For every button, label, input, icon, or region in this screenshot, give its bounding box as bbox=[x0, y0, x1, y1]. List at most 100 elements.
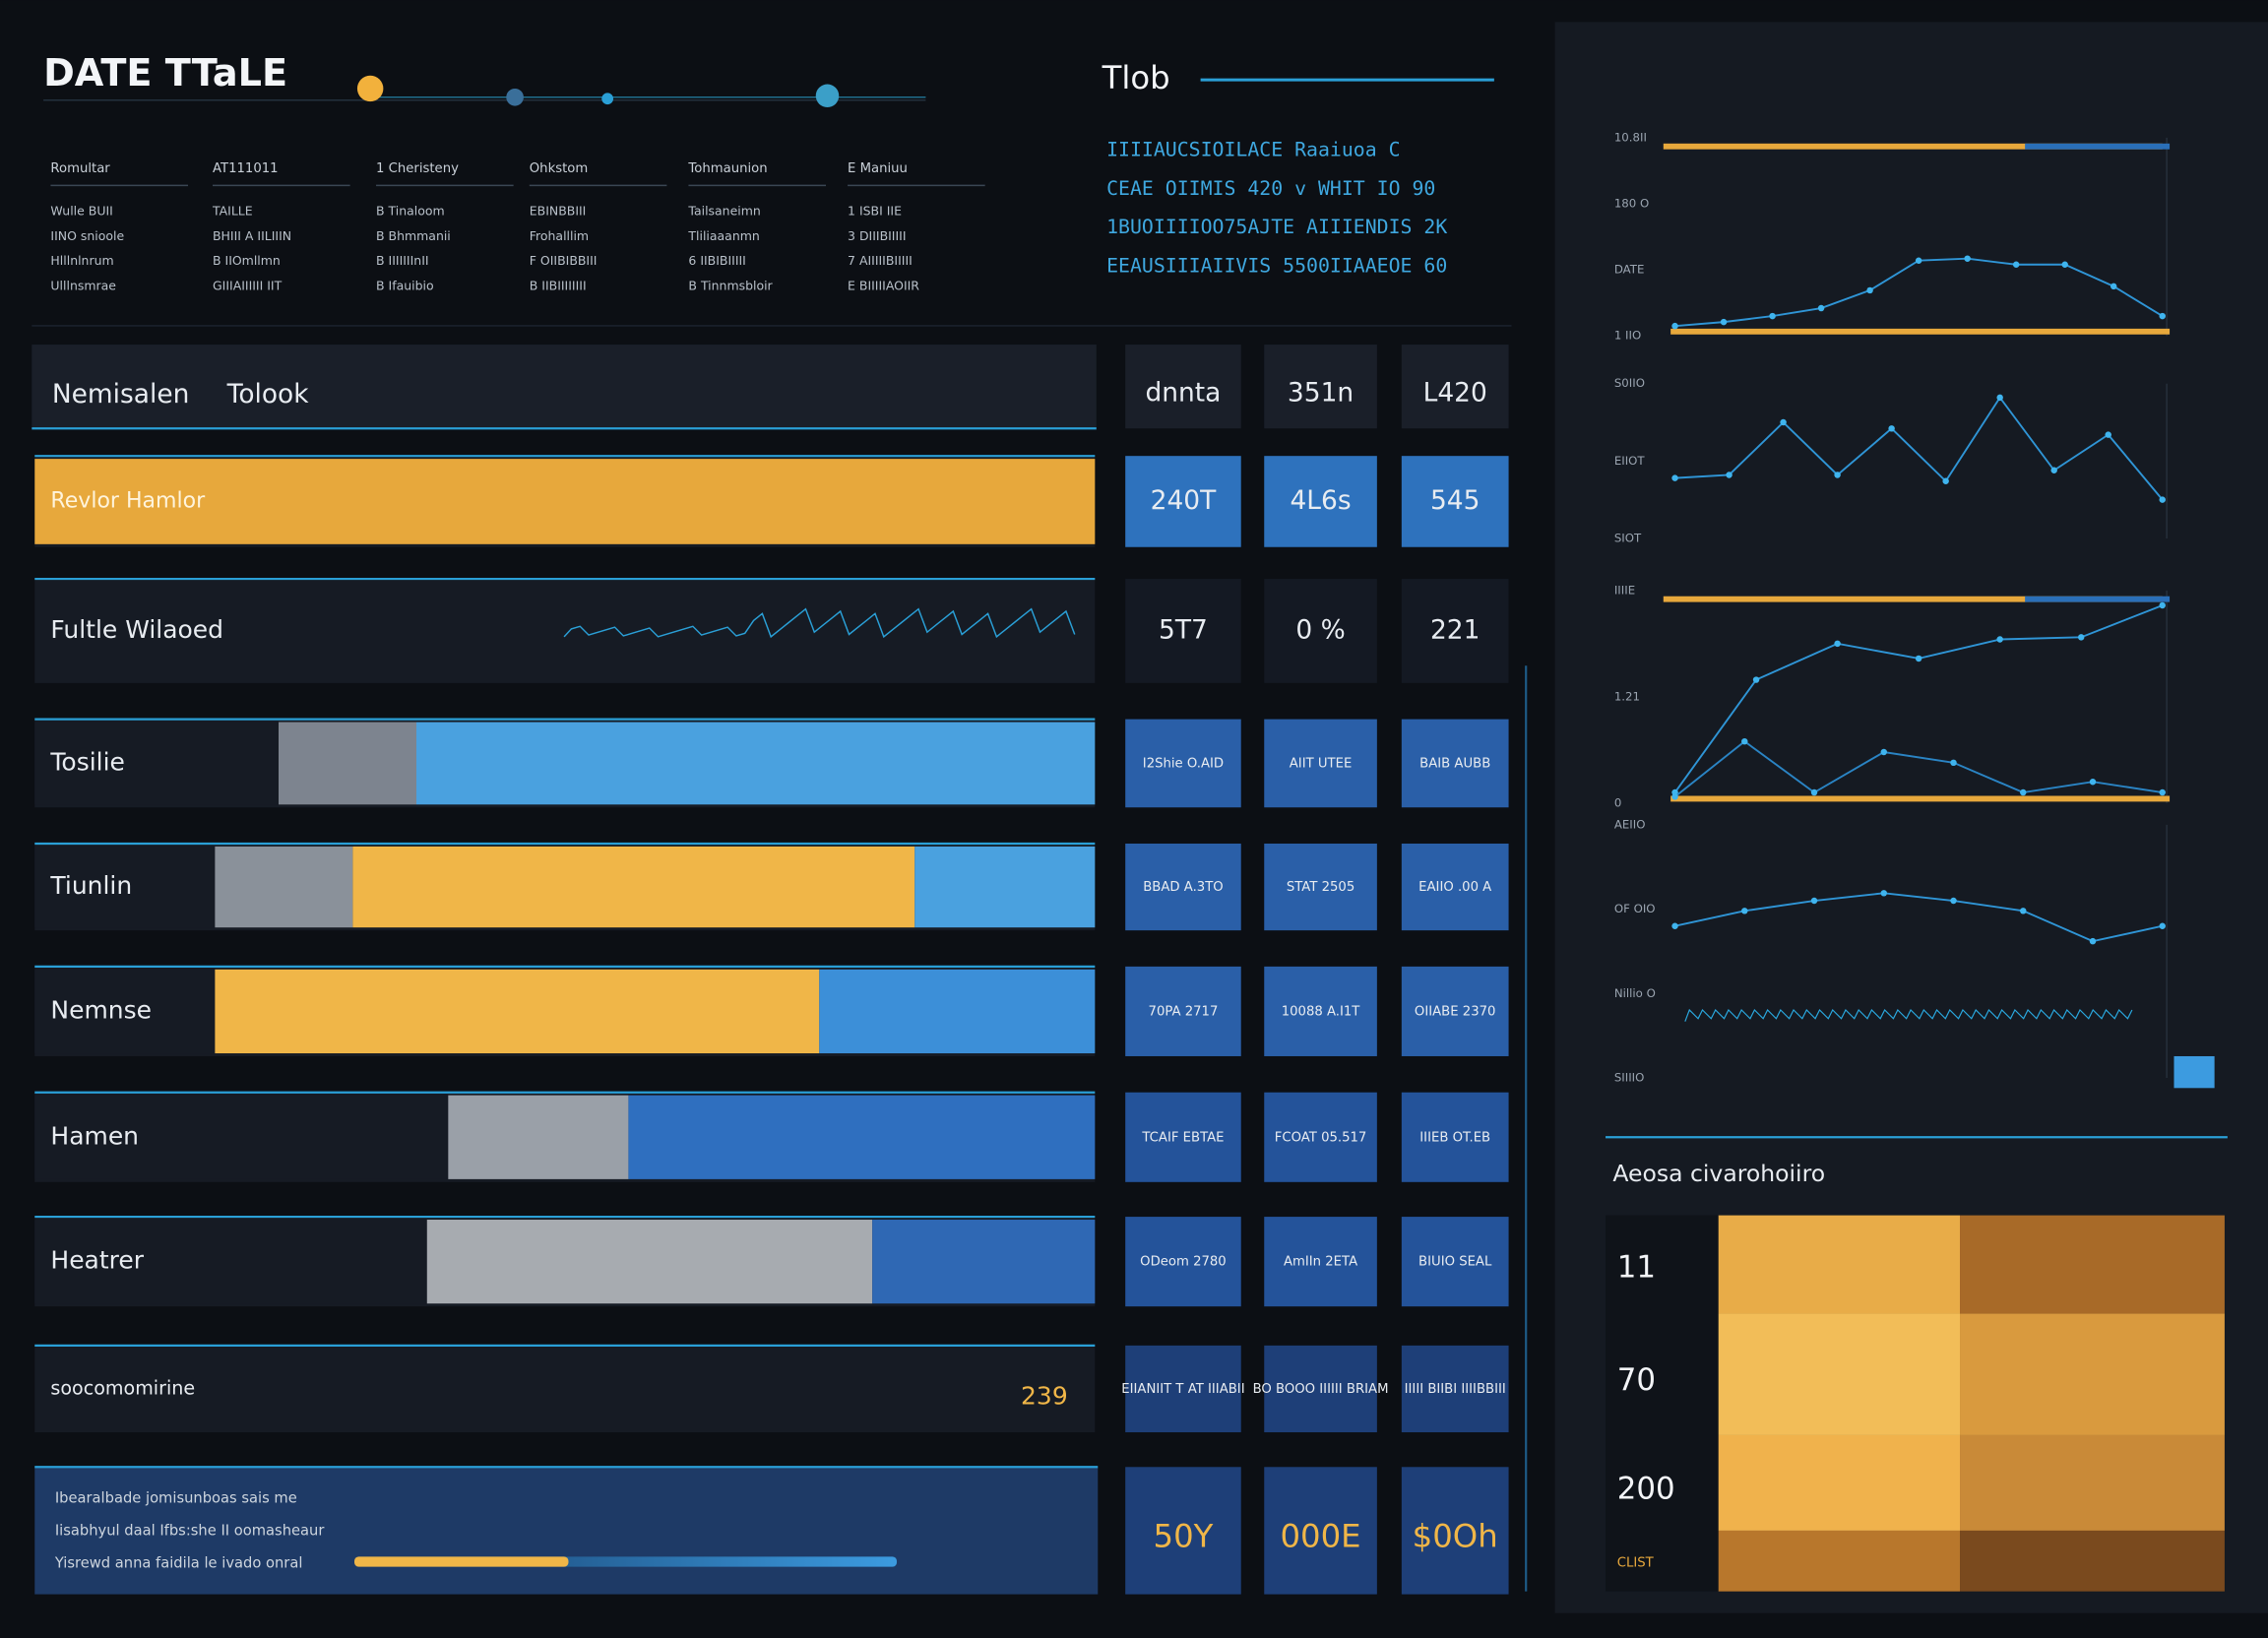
value-cell bbox=[1125, 719, 1241, 808]
info-cell: EBINBBIII bbox=[530, 203, 587, 218]
axis-label: SIOT bbox=[1614, 531, 1642, 544]
point bbox=[1671, 322, 1678, 330]
bar-segment bbox=[872, 1220, 1096, 1304]
subtitle: Tlob bbox=[1102, 59, 1170, 96]
value-cell bbox=[1264, 719, 1377, 808]
value-cell bbox=[1125, 1217, 1241, 1307]
bar-segment bbox=[34, 722, 279, 805]
value-cell bbox=[1401, 456, 1509, 547]
point bbox=[2050, 467, 2057, 473]
point bbox=[2077, 634, 2085, 641]
row-background bbox=[34, 579, 1096, 683]
info-cell: F OIIBIBBIII bbox=[530, 253, 598, 268]
value-cell bbox=[1125, 843, 1241, 931]
summary-cell bbox=[1960, 1530, 2225, 1592]
value-cell bbox=[1125, 1092, 1241, 1182]
point bbox=[2012, 261, 2020, 268]
point bbox=[2159, 496, 2166, 503]
summary-cell bbox=[1718, 1215, 1961, 1314]
bar-segment bbox=[448, 1095, 629, 1179]
footer-line: Iisabhyul daal Ifbs:she II oomasheaur bbox=[55, 1523, 326, 1540]
header-cell-label: L420 bbox=[1423, 377, 1487, 408]
value-cell-text: ODeom 2780 bbox=[1140, 1255, 1227, 1270]
code-line: IIIIAUCSIOILACE Raaiuoa C bbox=[1106, 139, 1400, 161]
header-cell bbox=[1125, 345, 1241, 429]
point bbox=[1834, 640, 1841, 648]
summary-label: 70 bbox=[1617, 1362, 1656, 1398]
value-cell bbox=[1264, 843, 1377, 931]
row-note: 239 bbox=[1021, 1382, 1068, 1411]
value-cell-text: BAIB AUBB bbox=[1419, 756, 1490, 771]
info-cell: BHIII A IILIIIN bbox=[213, 228, 291, 243]
info-cell: Tailsaneimn bbox=[687, 203, 760, 218]
value-cell bbox=[1264, 1217, 1377, 1307]
info-cell: Frohalllim bbox=[530, 228, 589, 243]
row-label: Tiunlin bbox=[49, 871, 132, 900]
point bbox=[1671, 474, 1678, 481]
value-cell bbox=[1264, 579, 1377, 683]
footer-panel bbox=[34, 1467, 1099, 1595]
value-cell-text: FCOAT 05.517 bbox=[1275, 1130, 1367, 1145]
code-line: CEAE OIIMIS 420 v WHIT IO 90 bbox=[1106, 177, 1435, 200]
axis-label: Nillio O bbox=[1614, 986, 1656, 1000]
value-cell bbox=[1125, 1467, 1241, 1595]
bar-segment bbox=[34, 1095, 449, 1179]
point bbox=[2105, 431, 2111, 438]
title: DATE TTaLE bbox=[43, 52, 287, 95]
point bbox=[2159, 601, 2166, 609]
info-cell: B Bhmmanii bbox=[376, 228, 451, 243]
value-cell-text: OIIABE 2370 bbox=[1415, 1004, 1496, 1019]
info-column-header: Ohkstom bbox=[530, 161, 588, 176]
value-cell bbox=[1401, 719, 1509, 808]
info-cell: 6 IIBIBIIIII bbox=[688, 253, 745, 268]
point bbox=[1780, 418, 1787, 426]
info-column-header: Romultar bbox=[50, 161, 110, 176]
point bbox=[1671, 922, 1678, 929]
value-cell-text: TCAIF EBTAE bbox=[1141, 1130, 1224, 1145]
axis-label: SIIIIO bbox=[1614, 1071, 1645, 1085]
value-cell-text: 70PA 2717 bbox=[1149, 1004, 1219, 1019]
table-header-label: Nemisalen bbox=[52, 379, 189, 410]
noise-trace bbox=[1684, 1008, 2133, 1022]
axis-label: S0IIO bbox=[1614, 376, 1645, 390]
bar-segment bbox=[819, 969, 1096, 1054]
value-cell bbox=[1264, 966, 1377, 1056]
value-cell-text: IIIII BIIBI IIIIBBIII bbox=[1405, 1382, 1506, 1397]
line-series bbox=[1674, 396, 2164, 501]
axis-label: 0 bbox=[1614, 795, 1621, 809]
status-dot bbox=[506, 88, 524, 106]
legend-chip bbox=[2174, 1055, 2215, 1089]
info-cell: Hlllnlnrum bbox=[50, 253, 113, 268]
info-column-header: AT111011 bbox=[213, 161, 279, 176]
value-cell bbox=[1125, 966, 1241, 1056]
point bbox=[1741, 908, 1748, 914]
bar-segment bbox=[215, 969, 820, 1054]
status-dot bbox=[601, 93, 614, 105]
code-line: 1BUOIIIIOO75AJTE AIIIENDIS 2K bbox=[1106, 216, 1447, 238]
point bbox=[2159, 312, 2166, 320]
point bbox=[1671, 793, 1678, 800]
point bbox=[1964, 255, 1971, 262]
footer-value: 50Y bbox=[1154, 1517, 1214, 1554]
bar-segment bbox=[426, 1220, 873, 1304]
bar-segment bbox=[34, 846, 216, 928]
row-label: Tosilie bbox=[49, 747, 124, 776]
header-cell-label: 351n bbox=[1288, 377, 1354, 408]
summary-cell bbox=[1718, 1530, 1961, 1592]
value-cell-text: 5T7 bbox=[1159, 614, 1208, 645]
header-cell bbox=[1401, 345, 1509, 429]
bar-segment bbox=[628, 1095, 1096, 1179]
value-cell bbox=[1401, 1092, 1509, 1182]
value-cell bbox=[1401, 1345, 1509, 1433]
value-cell bbox=[1401, 966, 1509, 1056]
point bbox=[2159, 788, 2166, 796]
summary-cell bbox=[1960, 1434, 2225, 1531]
value-cell-text: 545 bbox=[1430, 485, 1480, 516]
point bbox=[2089, 779, 2097, 786]
summary-label: 11 bbox=[1617, 1249, 1656, 1285]
value-cell-text: EAIIO .00 A bbox=[1418, 880, 1491, 895]
range-band bbox=[2025, 596, 2171, 602]
point bbox=[1915, 257, 1922, 264]
point bbox=[1915, 655, 1922, 662]
point bbox=[1996, 636, 2003, 643]
